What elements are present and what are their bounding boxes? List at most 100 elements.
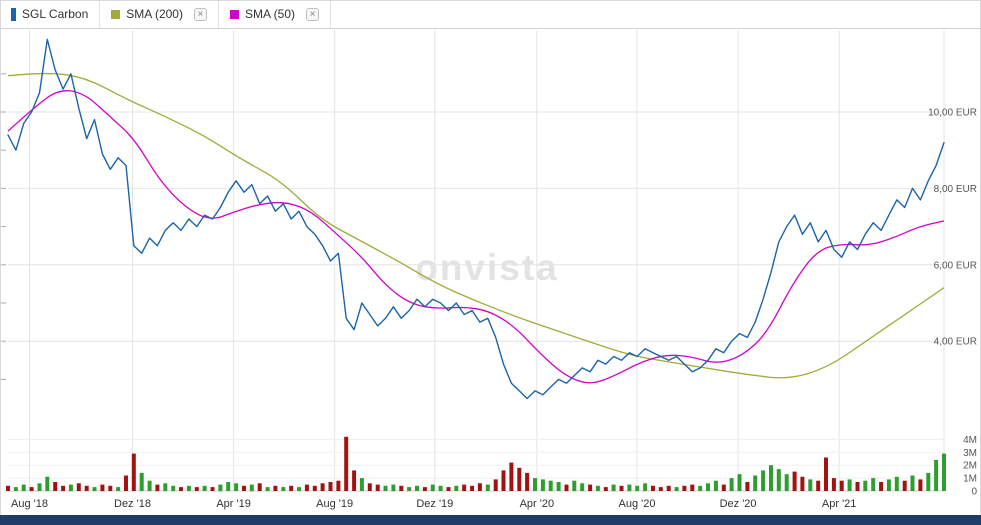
x-axis-label: Dez '19	[416, 498, 453, 510]
volume-bar	[690, 484, 695, 492]
y-axis-label: 8,00 EUR	[934, 184, 977, 195]
volume-bar	[721, 484, 726, 492]
volume-bar	[344, 436, 349, 491]
volume-bar	[304, 484, 309, 492]
volume-bar	[171, 485, 176, 491]
volume-bar	[352, 470, 357, 491]
volume-bar	[320, 483, 325, 491]
volume-bar	[525, 472, 530, 491]
volume-bar	[745, 482, 750, 491]
volume-bar	[470, 485, 475, 491]
volume-bar	[265, 487, 270, 491]
legend-bar: SGL Carbon SMA (200) × SMA (50) ×	[0, 0, 981, 29]
volume-bar	[682, 485, 687, 491]
sgl-carbon-series-swatch	[11, 7, 16, 21]
volume-bar	[13, 487, 18, 491]
y-axis-label: 4,00 EUR	[934, 337, 977, 348]
volume-bar	[572, 480, 577, 491]
volume-bar	[611, 484, 616, 492]
volume-bar	[131, 453, 136, 491]
volume-axis-label: 0	[971, 487, 977, 498]
volume-bar	[6, 485, 10, 491]
volume-bar	[422, 487, 427, 491]
volume-bar	[202, 485, 207, 491]
y-axis-label: 6,00 EUR	[934, 260, 977, 271]
volume-bar	[753, 475, 758, 491]
volume-bar	[713, 480, 718, 491]
volume-bar	[257, 483, 262, 491]
volume-bar	[651, 485, 655, 491]
volume-bar	[706, 483, 710, 491]
volume-bar	[627, 484, 632, 492]
volume-bar	[934, 460, 939, 491]
volume-panel	[6, 436, 946, 492]
volume-bar	[116, 487, 121, 491]
volume-bar	[37, 483, 42, 491]
volume-bar	[124, 475, 128, 491]
volume-bar	[619, 485, 624, 491]
volume-bar	[847, 479, 852, 491]
volume-bar	[234, 483, 239, 491]
volume-bar	[367, 483, 372, 491]
volume-bar	[580, 483, 585, 491]
volume-bar	[871, 478, 876, 491]
volume-axis-label: 1M	[963, 474, 977, 485]
volume-bar	[540, 479, 545, 491]
volume-bar	[226, 482, 231, 491]
volume-bar	[273, 485, 278, 491]
volume-bar	[761, 470, 766, 491]
volume-bar	[328, 482, 333, 491]
volume-bar	[218, 484, 223, 492]
volume-bar	[635, 485, 640, 491]
volume-bar	[784, 474, 789, 491]
volume-bar	[312, 485, 317, 491]
volume-bar	[501, 470, 506, 491]
volume-bar	[603, 487, 608, 491]
x-axis-label: Aug '18	[11, 498, 48, 510]
volume-bar	[643, 483, 648, 491]
onvista-watermark: onvista	[415, 247, 559, 288]
axes: Aug '18 Dez '18 Apr '19 Aug '19 Dez '19 Apr '…	[11, 108, 977, 511]
volume-bar	[242, 485, 246, 491]
volume-bar	[391, 484, 396, 492]
y-axis-label: 10,00 EUR	[928, 108, 977, 119]
volume-bar	[399, 485, 404, 491]
volume-axis-label: 4M	[963, 435, 977, 446]
legend-item-sgl-carbon[interactable]: SGL Carbon	[0, 0, 101, 28]
volume-bar	[800, 476, 805, 491]
plot-area[interactable]	[8, 30, 944, 491]
volume-bar	[407, 487, 412, 491]
volume-bar	[454, 485, 459, 491]
volume-bar	[485, 484, 490, 492]
volume-bar	[155, 484, 160, 492]
volume-bar	[942, 453, 946, 491]
volume-bar	[902, 480, 907, 491]
volume-bar	[249, 484, 254, 492]
volume-bar	[595, 485, 600, 491]
volume-axis-label: 2M	[963, 461, 977, 472]
volume-axis-label: 3M	[963, 448, 977, 459]
volume-bar	[666, 485, 671, 491]
price-line	[7, 38, 945, 400]
legend-label-sma-200: SMA (200)	[126, 7, 183, 21]
x-axis-label: Apr '21	[822, 498, 857, 510]
volume-bar	[839, 480, 844, 491]
volume-bar	[879, 482, 884, 491]
remove-sma50-button[interactable]: ×	[305, 7, 319, 21]
volume-bar	[493, 479, 498, 491]
x-axis-label: Dez '20	[720, 498, 757, 510]
volume-bar	[831, 478, 836, 491]
volume-bar	[147, 480, 152, 491]
volume-bar	[289, 485, 294, 491]
volume-bar	[462, 484, 467, 492]
volume-bar	[281, 487, 286, 491]
volume-bar	[438, 485, 443, 491]
legend-item-sma-200[interactable]: SMA (200) ×	[100, 0, 219, 28]
volume-bar	[855, 482, 860, 491]
volume-bar	[776, 469, 781, 491]
volume-bar	[68, 484, 73, 492]
volume-bar	[564, 484, 569, 492]
legend-item-sma-50[interactable]: SMA (50) ×	[219, 0, 331, 28]
volume-bar	[45, 476, 50, 491]
remove-sma200-button[interactable]: ×	[193, 7, 207, 21]
